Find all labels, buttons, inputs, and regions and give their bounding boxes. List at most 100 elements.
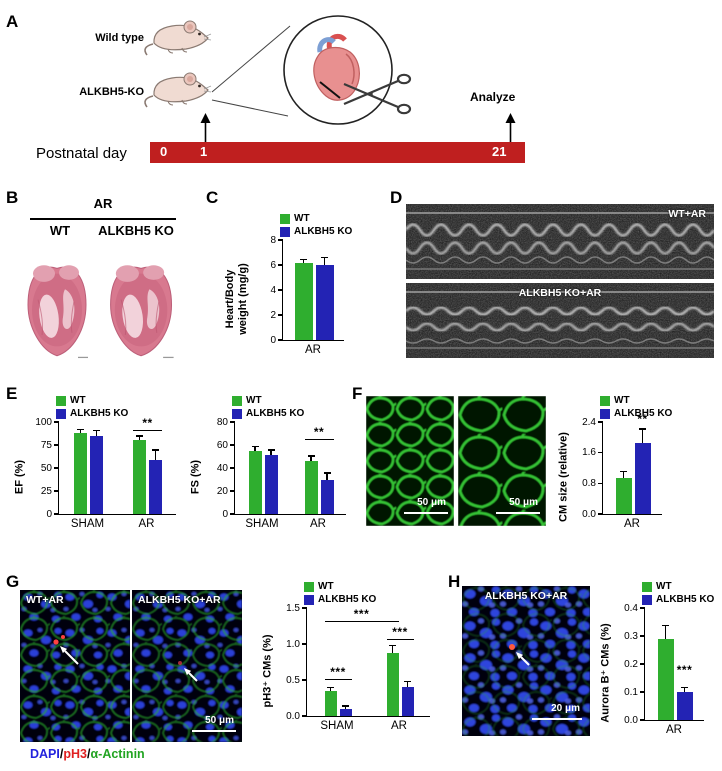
panel-letter-e: E [6,384,18,403]
legend-swatch [642,581,652,592]
panel-letter-g: G [6,572,20,591]
legend-swatch [600,408,610,419]
y-tick-label: 0.5 [286,674,300,686]
significance-line [304,439,334,441]
legend-label: WT [246,395,262,406]
error-bar [270,450,272,456]
legend-swatch [280,226,290,237]
ph3-wt-label: WT+AR [26,594,64,606]
y-tick-mark [640,635,645,637]
error-bar [79,430,82,434]
significance-stars: ** [142,416,153,431]
significance-stars: *** [330,665,346,679]
y-tick-label: 2 [270,309,276,321]
x-category-labels: AR [602,515,662,531]
y-tick-mark [640,719,645,721]
error-cap [77,428,84,431]
y-tick-label: 60 [216,439,228,451]
significance-stars: *** [676,663,693,677]
legend-swatch [232,408,242,419]
y-tick-mark [230,490,235,492]
significance-line [133,429,162,432]
echo-ko-label: ALKBH5 KO+AR [518,287,602,299]
bar [320,479,334,514]
legend-item: ALKBH5 KO [232,407,346,420]
y-tick-label: 1.0 [286,638,300,650]
y-tick-label: 0.2 [624,658,638,670]
legend-swatch [56,395,66,406]
bar [339,708,352,716]
bar [90,435,103,514]
y-tick-mark [278,339,283,341]
chart-heart-body-weight: WT ALKBH5 KO Heart/Body weight (mg/g) 0 2 4 6 8… [222,212,352,357]
y-tick-mark [640,607,645,609]
y-tick-label: 50 [40,462,52,474]
chart-plot: 0 25 50 75 100 ** [35,417,176,520]
legend-swatch [56,408,66,419]
column-wt-label: WT [49,223,71,238]
y-tick-mark [54,421,59,423]
arrow-day1-icon [200,113,211,144]
x-category-label: SHAM [320,720,354,732]
panel-letter-a: A [6,12,19,31]
y-tick-mark [302,715,307,717]
echocardiogram-ko: ALKBH5 KO+AR [406,283,714,358]
chart-body: Heart/Body weight (mg/g) 0 2 4 6 8 AR [222,235,352,357]
y-tick-mark [278,239,283,241]
error-cap [662,624,669,627]
error-bar [323,258,326,265]
bar [386,653,399,716]
arrow-day21-icon [505,113,516,144]
y-tick-label: 0.8 [582,477,596,489]
group-ar-label: AR [93,196,113,211]
significance-line [324,678,352,680]
ph3-image-ko: ALKBH5 KO+AR 50 μm [132,590,242,742]
x-category-labels: SHAM AR [306,717,430,733]
chart-legend: WT ALKBH5 KO [642,580,714,606]
ph3-image-wt: WT+AR [20,590,130,742]
chart-legend: WT ALKBH5 KO [232,394,346,420]
x-category-label: AR [666,724,682,736]
stain-caption-part: DAPI [30,747,60,761]
y-tick-label: 1.5 [286,602,300,614]
stain-caption-part: / [59,747,64,761]
error-cap [404,680,411,683]
significance-line [324,621,399,623]
y-tick-label: 100 [35,416,52,428]
y-tick-mark [598,482,603,484]
x-category-label: AR [138,518,155,530]
stain-caption-part: α-Actinin [90,747,145,761]
error-bar [641,429,644,444]
legend-item: ALKBH5 KO [600,407,672,420]
heart-section-ko [100,258,182,362]
error-cap [389,644,396,647]
y-tick-label: 2.4 [582,416,596,428]
mouse-ko-label: ALKBH5-KO [79,86,144,98]
legend-item: ALKBH5 KO [642,593,714,606]
y-tick-mark [54,467,59,469]
chart-plot: 0 2 4 6 8 [270,235,344,346]
y-tick-mark [640,663,645,665]
y-tick-label: 0 [46,508,52,520]
y-axis-label: Heart/Body weight (mg/g) [224,263,249,335]
heart-section-wt [16,258,98,362]
legend-label: WT [614,395,630,406]
legend-label: ALKBH5 KO [656,594,715,605]
chart-legend: WT ALKBH5 KO [304,580,430,606]
significance-stars: ** [313,425,325,440]
y-tick-label: 0.0 [624,714,638,726]
legend-swatch [642,594,652,605]
y-tick-mark [302,643,307,645]
legend-item: ALKBH5 KO [304,593,430,606]
bar [676,692,693,720]
y-tick-label: 1.6 [582,447,596,459]
bar [294,262,313,340]
plot-outer: 0 25 50 75 100 ** SHAM AR [35,417,176,531]
y-tick-label: 0 [270,334,276,346]
significance-stars: *** [392,625,408,640]
ph3-ko-label: ALKBH5 KO+AR [138,594,221,606]
panel-letter-h: H [448,572,461,591]
analyze-label: Analyze [470,90,516,104]
y-tick-mark [230,513,235,515]
scalebar-line [496,511,540,514]
